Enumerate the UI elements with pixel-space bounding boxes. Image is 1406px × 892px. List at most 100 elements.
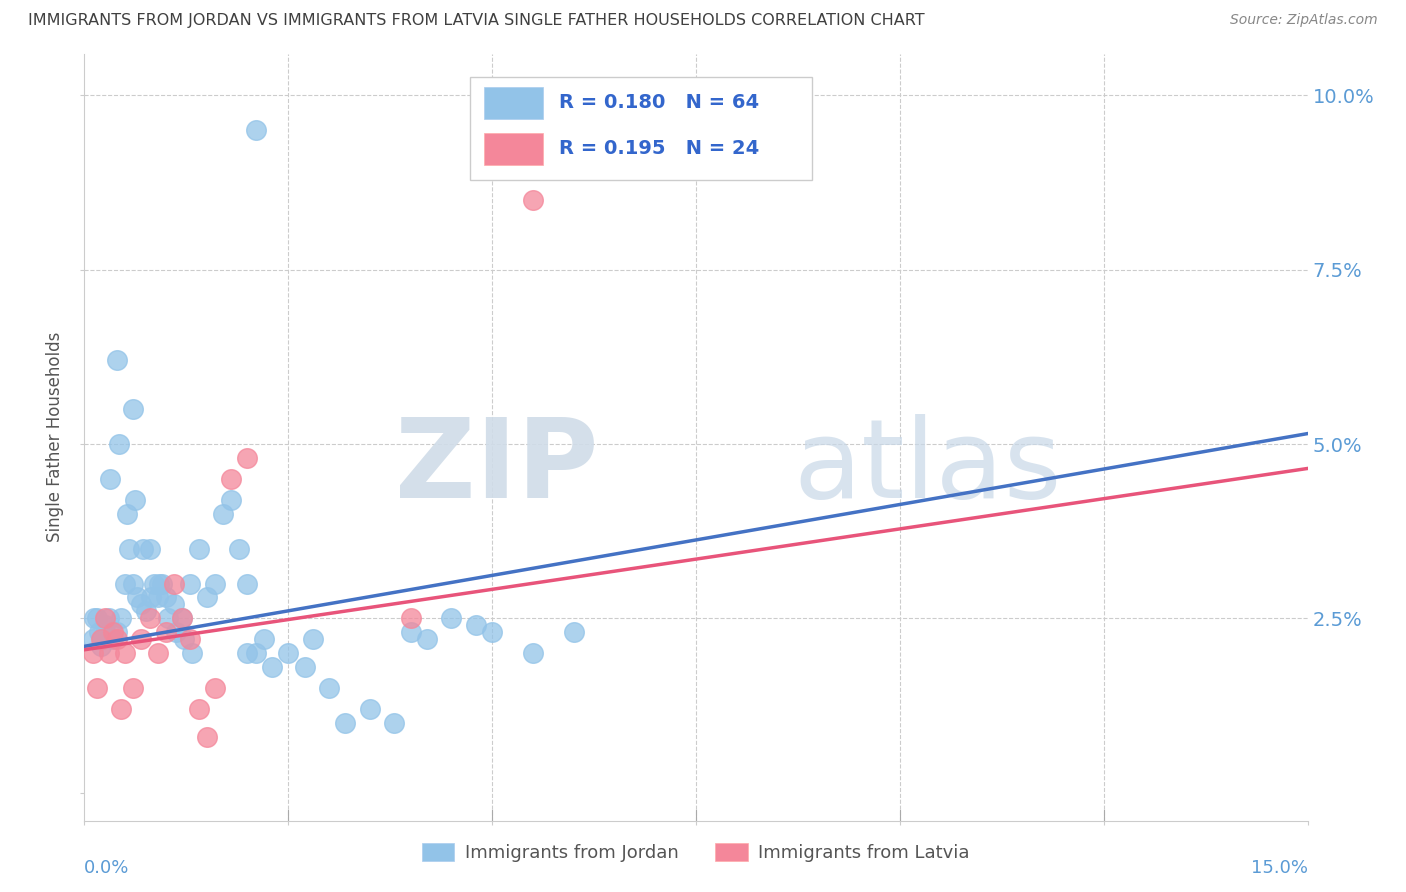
Point	[131, 632, 153, 647]
Point	[236, 450, 259, 465]
Point	[359, 702, 381, 716]
Point	[115, 507, 138, 521]
Point	[219, 472, 242, 486]
Point	[464, 618, 486, 632]
Legend: Immigrants from Jordan, Immigrants from Latvia: Immigrants from Jordan, Immigrants from …	[415, 835, 977, 869]
Point	[110, 702, 132, 716]
FancyBboxPatch shape	[484, 133, 543, 165]
Point	[97, 611, 120, 625]
Point	[90, 640, 112, 654]
Point	[118, 541, 141, 556]
Y-axis label: Single Father Households: Single Father Households	[46, 332, 65, 542]
Point	[260, 660, 283, 674]
Point	[93, 611, 115, 625]
Text: 15.0%: 15.0%	[1250, 859, 1308, 877]
Point	[204, 681, 226, 695]
Point	[179, 632, 201, 647]
Point	[172, 611, 194, 625]
Text: 0.0%: 0.0%	[84, 859, 129, 877]
Point	[105, 632, 128, 647]
Point	[522, 646, 544, 660]
Point	[173, 632, 195, 647]
Point	[122, 681, 145, 695]
Point	[148, 576, 170, 591]
Point	[155, 625, 177, 640]
Point	[212, 507, 235, 521]
Text: IMMIGRANTS FROM JORDAN VS IMMIGRANTS FROM LATVIA SINGLE FATHER HOUSEHOLDS CORREL: IMMIGRANTS FROM JORDAN VS IMMIGRANTS FRO…	[28, 13, 925, 29]
Point	[399, 611, 422, 625]
Point	[114, 576, 136, 591]
Point	[135, 604, 157, 618]
Point	[138, 541, 160, 556]
Point	[562, 625, 585, 640]
Point	[195, 591, 218, 605]
Point	[179, 576, 201, 591]
Point	[91, 632, 114, 647]
Point	[101, 632, 124, 647]
Text: Source: ZipAtlas.com: Source: ZipAtlas.com	[1230, 13, 1378, 28]
Point	[228, 541, 250, 556]
Point	[219, 492, 242, 507]
Text: ZIP: ZIP	[395, 414, 598, 521]
Point	[195, 730, 218, 744]
Point	[335, 716, 357, 731]
FancyBboxPatch shape	[470, 77, 813, 180]
Point	[122, 402, 145, 417]
Point	[172, 611, 194, 625]
Point	[481, 625, 503, 640]
Point	[110, 611, 132, 625]
Point	[204, 576, 226, 591]
Point	[105, 625, 128, 640]
Text: R = 0.180   N = 64: R = 0.180 N = 64	[560, 93, 759, 112]
Point	[294, 660, 316, 674]
Point	[253, 632, 276, 647]
Point	[416, 632, 439, 647]
Point	[236, 576, 259, 591]
Point	[165, 625, 187, 640]
Point	[181, 646, 204, 660]
Point	[82, 632, 104, 647]
Point	[124, 492, 146, 507]
Point	[90, 632, 112, 647]
Point	[142, 576, 165, 591]
Point	[141, 591, 163, 605]
Point	[399, 625, 422, 640]
Point	[86, 681, 108, 695]
Point	[131, 598, 153, 612]
Point	[105, 353, 128, 368]
Point	[86, 611, 108, 625]
Point	[440, 611, 463, 625]
Point	[127, 591, 149, 605]
Point	[382, 716, 405, 731]
Point	[236, 646, 259, 660]
Point	[155, 591, 177, 605]
Point	[163, 598, 186, 612]
Point	[318, 681, 340, 695]
Point	[114, 646, 136, 660]
Point	[150, 576, 173, 591]
Point	[522, 193, 544, 207]
Point	[82, 646, 104, 660]
Point	[97, 646, 120, 660]
Point	[101, 625, 124, 640]
Text: atlas: atlas	[794, 414, 1063, 521]
Point	[83, 611, 105, 625]
FancyBboxPatch shape	[484, 87, 543, 119]
Point	[163, 576, 186, 591]
Point	[87, 625, 110, 640]
Point	[122, 576, 145, 591]
Point	[93, 618, 115, 632]
Point	[138, 611, 160, 625]
Point	[301, 632, 323, 647]
Point	[146, 591, 169, 605]
Point	[156, 611, 179, 625]
Point	[187, 702, 209, 716]
Point	[277, 646, 299, 660]
Point	[107, 437, 129, 451]
Point	[245, 646, 267, 660]
Point	[245, 123, 267, 137]
Point	[132, 541, 155, 556]
Point	[100, 472, 122, 486]
Point	[146, 646, 169, 660]
Point	[187, 541, 209, 556]
